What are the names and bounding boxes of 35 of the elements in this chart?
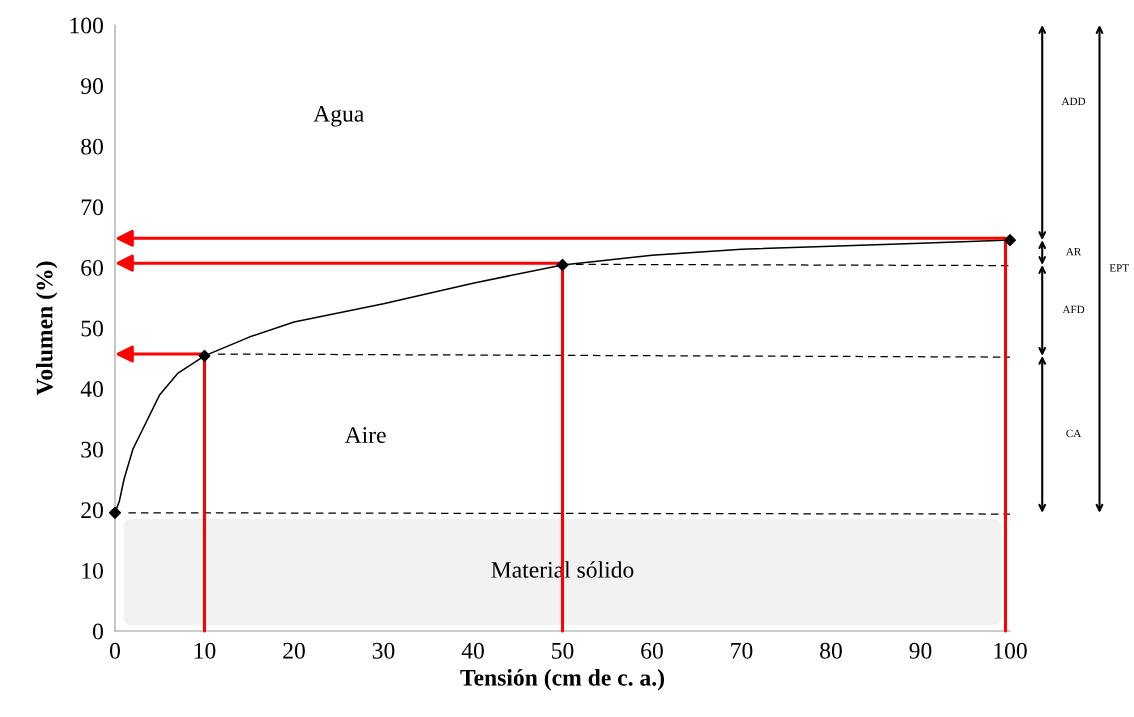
y-tick-label: 20 [81, 502, 103, 519]
point [108, 506, 122, 519]
y-tick-label: 70 [81, 199, 103, 216]
x-tick-label: 60 [641, 642, 663, 659]
y-tick-label: 60 [81, 259, 103, 276]
x-tick-label: 80 [820, 642, 842, 659]
y-tick-label: 90 [81, 78, 103, 95]
x-tick-label: 100 [994, 642, 1027, 659]
annotation: Aire [344, 427, 386, 443]
y-tick-label: 100 [70, 17, 103, 34]
y-tick-label: 0 [92, 623, 103, 640]
x-tick-label: 10 [194, 642, 216, 659]
y-tick-label: 10 [82, 562, 103, 579]
text: CA [1066, 429, 1082, 438]
x-tick-label: 70 [731, 642, 753, 659]
x-tick-label: 20 [283, 642, 305, 659]
y-axis-title: Volumen (%) [35, 261, 58, 396]
x-tick-label: 90 [909, 642, 932, 659]
point [198, 349, 211, 362]
text: AFD [1062, 305, 1085, 314]
point [556, 258, 569, 272]
y-tick-label: 40 [80, 381, 103, 398]
text: EPT [1109, 264, 1129, 272]
x-tick-label: 30 [372, 642, 395, 659]
text: ADD [1061, 97, 1086, 105]
y-tick-label: 50 [81, 320, 103, 337]
y-tick-label: 30 [81, 441, 103, 458]
text: AR [1065, 247, 1082, 256]
y-tick-label: 80 [81, 138, 103, 155]
x-axis-title: Tensión (cm de c. a.) [460, 669, 664, 691]
point [1003, 234, 1017, 247]
annotation: Agua [313, 105, 364, 127]
x-tick-label: 40 [461, 642, 484, 659]
x-tick-label: 0 [110, 642, 120, 659]
x-tick-label: 50 [552, 642, 574, 659]
